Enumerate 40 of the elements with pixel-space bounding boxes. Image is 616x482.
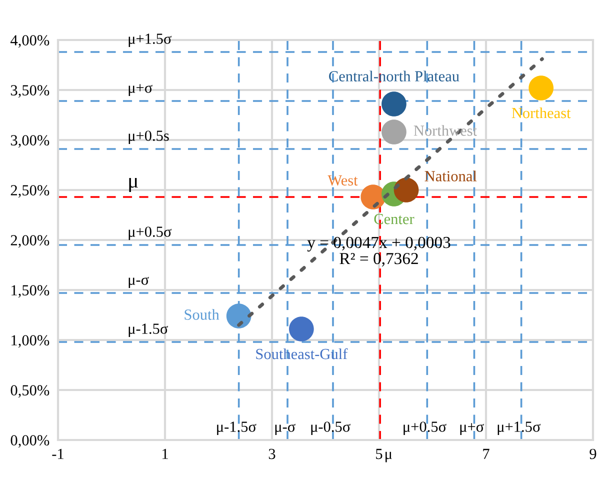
x-tick-label: -1 (52, 448, 64, 459)
y-tick-label: 1,50% (12, 285, 50, 298)
ref-line-label: μ+0.5σ (128, 226, 172, 240)
ref-line-label: μ+1.5σ (128, 34, 172, 47)
ref-line-label: μ-0.5σ (311, 422, 350, 435)
y-tick-label: 4,00% (10, 35, 50, 48)
series-label: West (328, 175, 358, 186)
x-tick-label: 7 (483, 448, 490, 459)
ref-line-label: μ+1.5σ (498, 422, 540, 435)
ref-line-label: μ-1.5σ (217, 422, 256, 435)
ref-line-label: μ-σ (128, 276, 149, 288)
series-label: South (184, 309, 220, 320)
annotation: R² = 0,7362 (340, 252, 418, 267)
point (394, 178, 419, 202)
y-tick-label: 2,50% (10, 185, 50, 198)
y-tick-label: 3,00% (10, 135, 50, 148)
point (528, 76, 554, 100)
ref-line-label: μ+σ (128, 84, 152, 96)
ref-line-label: μ (386, 452, 392, 462)
ref-line-label: μ-1.5σ (128, 324, 168, 337)
x-tick-label: 5 (376, 448, 382, 460)
y-tick-label: 0,50% (10, 385, 50, 398)
y-tick-label: 0,00% (10, 435, 50, 448)
y-tick-label: 1,00% (12, 335, 50, 348)
series-label: Center (374, 214, 414, 224)
point (382, 120, 406, 144)
ref-line-label: μ-σ (275, 424, 296, 435)
x-tick-label: 9 (590, 448, 596, 460)
point (382, 92, 406, 116)
ref-line-label: μ+0.5σ (404, 422, 446, 435)
y-tick-label: 2,00% (10, 235, 50, 248)
point (226, 304, 252, 328)
ref-line-label: μ (129, 178, 138, 192)
ref-line-label: μ+σ (460, 423, 484, 435)
point (289, 316, 314, 342)
ref-line-label: μ+0.5s (128, 130, 169, 144)
y-tick-label: 3,50% (10, 85, 50, 98)
x-tick-label: 3 (268, 448, 276, 460)
x-tick-label: 1 (162, 448, 168, 459)
series-label: Northeast (512, 107, 571, 118)
